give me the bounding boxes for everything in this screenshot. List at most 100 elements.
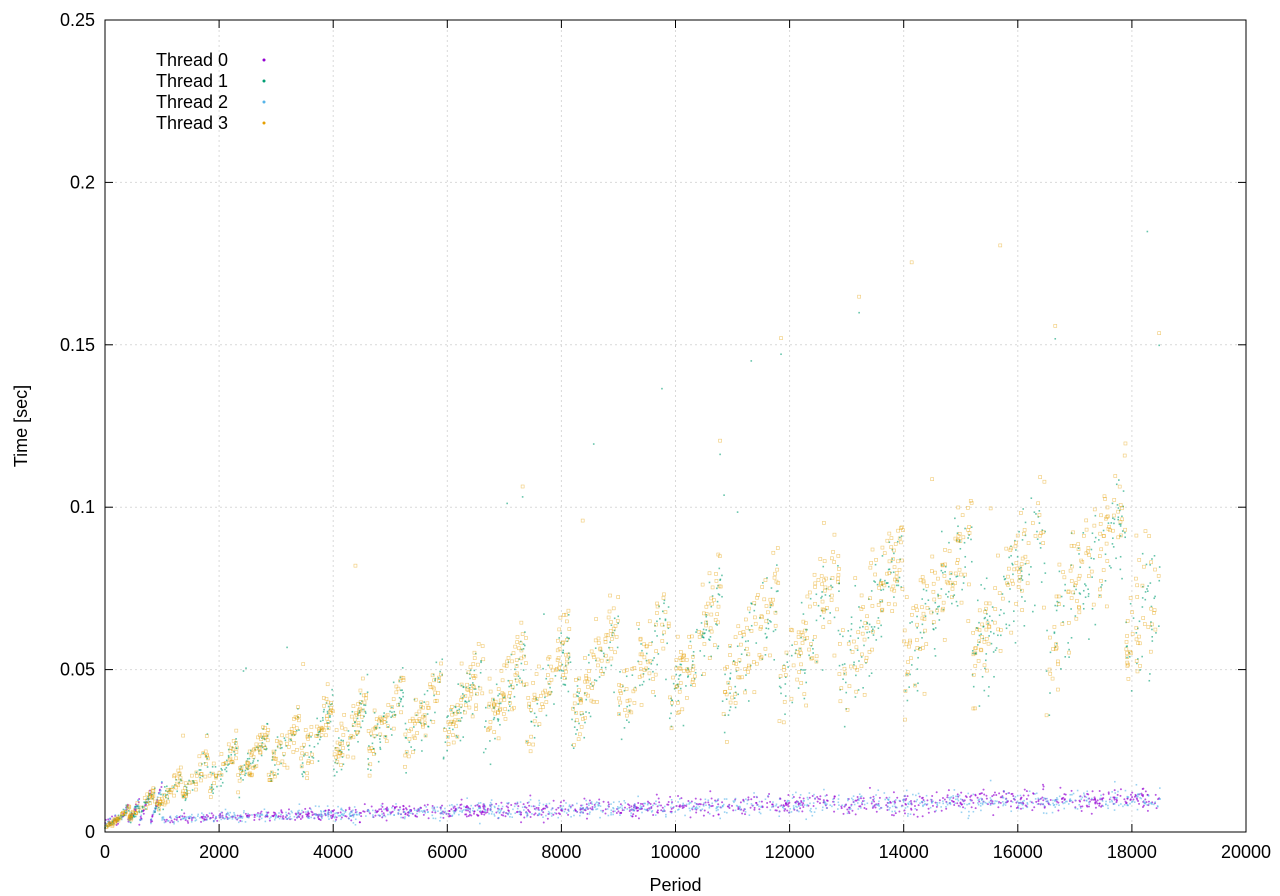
point-thread-3 bbox=[715, 612, 720, 616]
point-thread-3 bbox=[256, 735, 260, 740]
point-thread-1 bbox=[174, 784, 176, 786]
point-thread-1 bbox=[1121, 515, 1123, 518]
point-thread-1 bbox=[1034, 604, 1036, 607]
point-thread-0 bbox=[484, 811, 487, 814]
point-thread-3 bbox=[292, 741, 296, 745]
point-thread-1 bbox=[880, 635, 883, 638]
point-thread-1 bbox=[873, 626, 876, 628]
point-thread-1 bbox=[342, 763, 345, 766]
point-thread-1 bbox=[800, 601, 803, 604]
point-thread-2 bbox=[619, 814, 621, 816]
point-thread-1 bbox=[331, 688, 333, 691]
point-thread-2 bbox=[841, 804, 843, 807]
point-thread-1 bbox=[947, 590, 950, 593]
point-thread-2 bbox=[1126, 795, 1129, 798]
point-thread-2 bbox=[274, 817, 277, 819]
point-thread-2 bbox=[418, 810, 421, 813]
point-thread-1 bbox=[831, 586, 834, 589]
point-thread-2 bbox=[921, 801, 923, 803]
point-thread-1 bbox=[209, 771, 212, 774]
point-thread-3 bbox=[589, 649, 594, 654]
point-thread-3 bbox=[199, 772, 203, 776]
point-thread-3 bbox=[638, 652, 643, 657]
point-thread-1 bbox=[393, 710, 396, 713]
point-thread-1 bbox=[244, 774, 246, 777]
point-thread-1 bbox=[399, 676, 402, 679]
point-thread-2 bbox=[655, 803, 657, 806]
point-thread-1 bbox=[569, 661, 572, 663]
point-thread-1 bbox=[857, 689, 860, 691]
point-thread-3 bbox=[973, 651, 978, 656]
point-thread-1 bbox=[1060, 668, 1062, 670]
point-thread-1 bbox=[533, 736, 536, 739]
point-thread-2 bbox=[278, 817, 281, 820]
point-thread-2 bbox=[848, 808, 851, 811]
point-thread-0 bbox=[537, 807, 540, 810]
point-thread-0 bbox=[667, 801, 670, 804]
point-thread-0 bbox=[959, 801, 962, 804]
point-thread-2 bbox=[275, 815, 277, 818]
point-thread-0 bbox=[426, 808, 429, 811]
point-thread-2 bbox=[708, 806, 711, 809]
point-thread-3 bbox=[842, 666, 847, 671]
point-thread-3 bbox=[633, 687, 637, 692]
point-thread-1 bbox=[1098, 539, 1100, 541]
point-thread-1 bbox=[924, 602, 927, 605]
point-thread-1 bbox=[922, 588, 925, 591]
point-thread-3 bbox=[611, 626, 616, 631]
point-thread-1 bbox=[808, 654, 810, 657]
point-thread-3 bbox=[475, 691, 479, 696]
point-thread-1 bbox=[322, 710, 325, 713]
point-thread-1 bbox=[1151, 628, 1153, 631]
point-thread-2 bbox=[131, 818, 133, 820]
point-thread-3 bbox=[591, 681, 595, 686]
point-thread-1 bbox=[821, 669, 824, 671]
point-thread-3 bbox=[571, 706, 575, 711]
point-thread-1 bbox=[1112, 546, 1115, 548]
point-thread-2 bbox=[1039, 798, 1041, 801]
point-thread-2 bbox=[568, 805, 571, 808]
point-thread-0 bbox=[381, 805, 384, 808]
point-thread-1 bbox=[446, 749, 448, 752]
point-thread-3 bbox=[807, 647, 811, 652]
point-thread-2 bbox=[956, 798, 959, 800]
point-thread-2 bbox=[161, 817, 163, 819]
point-thread-1 bbox=[654, 695, 657, 697]
point-thread-3 bbox=[221, 762, 225, 766]
point-thread-1 bbox=[703, 655, 706, 657]
point-thread-1 bbox=[708, 639, 711, 641]
point-thread-3 bbox=[1007, 566, 1011, 571]
point-thread-2 bbox=[233, 811, 235, 814]
point-thread-3 bbox=[383, 716, 387, 721]
point-thread-3 bbox=[144, 798, 149, 803]
point-thread-0 bbox=[287, 808, 290, 811]
point-thread-0 bbox=[619, 803, 622, 806]
point-thread-1 bbox=[983, 689, 986, 692]
point-thread-1 bbox=[560, 632, 562, 634]
point-thread-3 bbox=[1125, 664, 1130, 668]
point-thread-2 bbox=[815, 807, 817, 810]
point-thread-3 bbox=[993, 607, 998, 611]
point-thread-1 bbox=[154, 811, 156, 813]
point-thread-3 bbox=[258, 750, 262, 755]
point-thread-0 bbox=[244, 812, 247, 815]
point-thread-2 bbox=[755, 795, 758, 798]
point-thread-1 bbox=[648, 678, 651, 681]
point-thread-3 bbox=[931, 589, 936, 594]
point-thread-3 bbox=[158, 799, 162, 804]
point-thread-0 bbox=[717, 803, 720, 806]
point-thread-1 bbox=[172, 786, 175, 788]
point-thread-3 bbox=[1033, 534, 1038, 538]
point-thread-1 bbox=[426, 690, 429, 692]
point-thread-3 bbox=[459, 682, 464, 687]
point-thread-2 bbox=[1156, 805, 1159, 807]
point-thread-2 bbox=[903, 798, 906, 801]
point-thread-3 bbox=[905, 670, 910, 674]
point-thread-1 bbox=[454, 706, 457, 709]
point-thread-2 bbox=[554, 811, 556, 814]
point-thread-2 bbox=[824, 803, 827, 806]
point-thread-2 bbox=[644, 809, 647, 811]
point-thread-2 bbox=[734, 809, 737, 812]
point-thread-0 bbox=[382, 812, 385, 815]
point-thread-2 bbox=[545, 814, 547, 817]
